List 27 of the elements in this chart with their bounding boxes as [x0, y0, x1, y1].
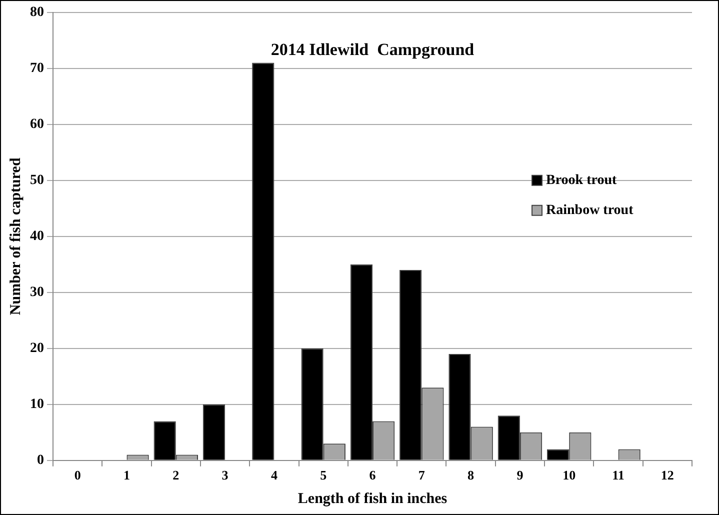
y-tick-label: 30 — [30, 285, 44, 300]
y-tick-label: 0 — [37, 453, 44, 468]
y-tick-label: 50 — [30, 173, 44, 188]
legend-label: Rainbow trout — [546, 203, 634, 218]
x-tick-label: 10 — [562, 467, 576, 482]
x-tick-label: 4 — [270, 467, 278, 482]
y-axis-title: Number of fish captured — [8, 157, 24, 316]
x-tick-label: 7 — [418, 467, 426, 482]
y-tick-label: 80 — [30, 5, 44, 20]
y-tick-label: 60 — [30, 117, 44, 132]
x-tick-label: 11 — [612, 467, 624, 482]
x-tick-label: 3 — [222, 467, 229, 482]
x-tick-label: 2 — [172, 467, 180, 482]
x-axis-title: Length of fish in inches — [298, 490, 448, 507]
x-tick-label: 6 — [369, 467, 376, 482]
y-tick-label: 40 — [30, 229, 44, 244]
x-tick-label: 5 — [320, 467, 328, 482]
y-tick-label: 10 — [30, 397, 44, 412]
x-tick-label: 9 — [516, 467, 524, 482]
x-tick-label: 12 — [660, 467, 674, 482]
y-tick-label: 20 — [30, 341, 44, 356]
y-tick-label: 70 — [30, 61, 44, 76]
x-tick-label: 1 — [123, 467, 130, 482]
x-tick-label: 0 — [74, 467, 81, 482]
legend-label: Brook trout — [546, 173, 617, 188]
text: 2014 Idlewild Campground — [270, 40, 475, 59]
x-tick-label: 8 — [468, 467, 475, 482]
